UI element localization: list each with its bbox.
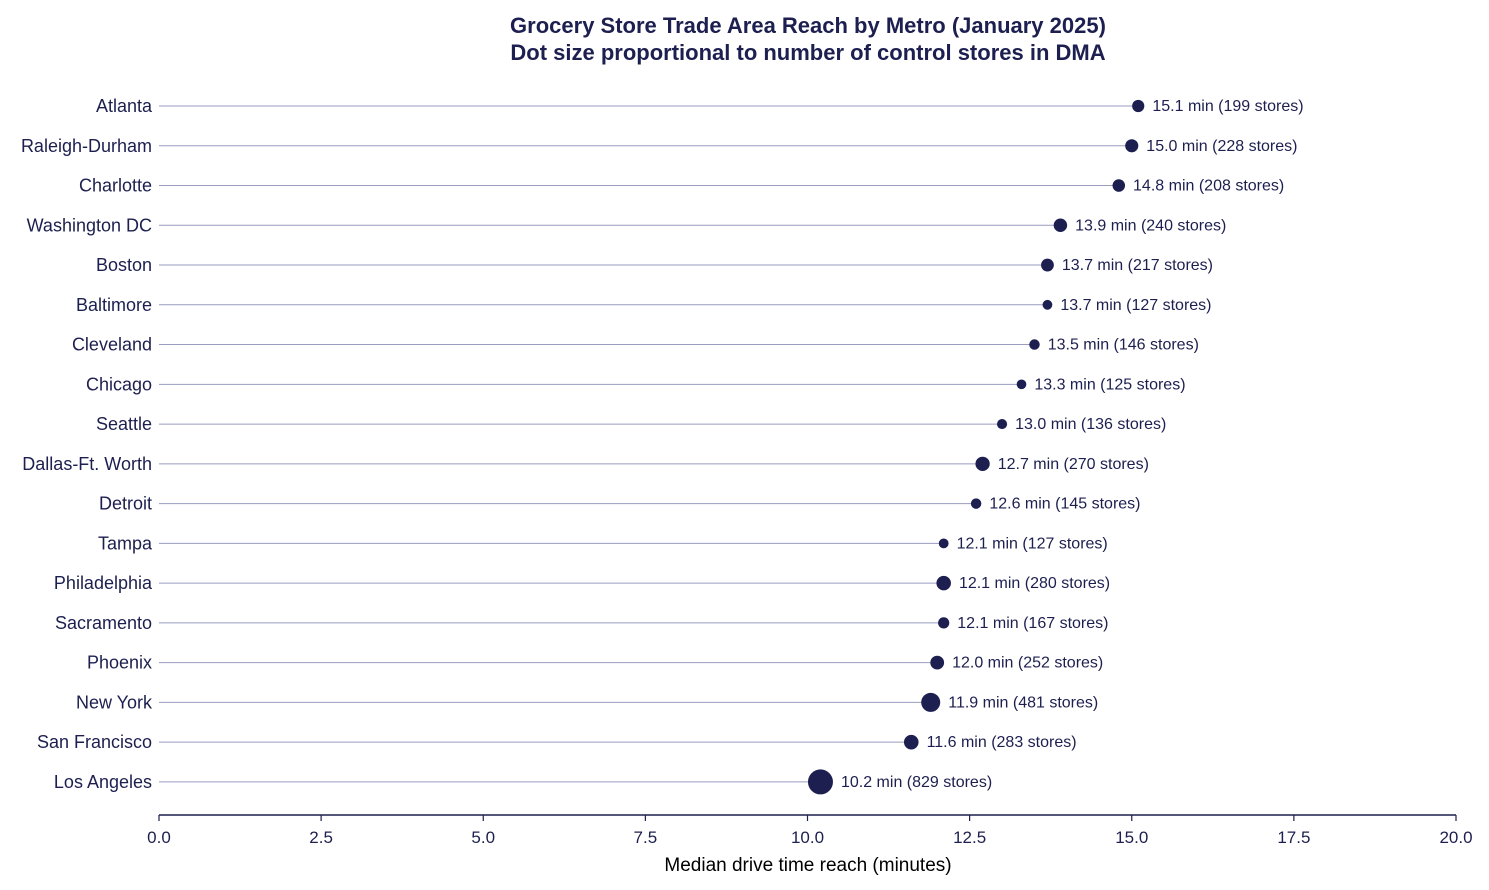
category-label: Los Angeles	[54, 772, 152, 792]
category-label: Washington DC	[27, 215, 152, 235]
value-label: 13.3 min (125 stores)	[1034, 376, 1185, 393]
lollipop-dot	[1132, 99, 1145, 113]
value-label: 12.6 min (145 stores)	[989, 496, 1140, 513]
lollipop-row: Charlotte 14.8 min (208 stores)	[79, 176, 1284, 196]
lollipop-dot	[1053, 218, 1068, 233]
x-tick-label: 20.0	[1439, 828, 1472, 847]
lollipop-row: Chicago 13.3 min (125 stores)	[86, 374, 1186, 394]
value-label: 15.1 min (199 stores)	[1152, 98, 1303, 115]
lollipop-row: Los Angeles 10.2 min (829 stores)	[54, 769, 992, 795]
value-label: 12.1 min (127 stores)	[957, 535, 1108, 552]
value-label: 13.7 min (127 stores)	[1060, 297, 1211, 314]
x-tick-label: 17.5	[1277, 828, 1310, 847]
chart-title-line2: Dot size proportional to number of contr…	[510, 40, 1105, 65]
value-label: 14.8 min (208 stores)	[1133, 178, 1284, 195]
lollipop-dot	[970, 498, 982, 509]
category-label: Tampa	[98, 533, 153, 553]
lollipop-dot	[1029, 339, 1040, 350]
lollipop-row: Boston 13.7 min (217 stores)	[96, 255, 1213, 275]
category-label: Raleigh-Durham	[21, 136, 152, 156]
value-label: 12.1 min (167 stores)	[957, 615, 1108, 632]
value-label: 15.0 min (228 stores)	[1146, 138, 1297, 155]
category-label: New York	[76, 692, 153, 712]
lollipop-row: Cleveland 13.5 min (146 stores)	[72, 335, 1199, 355]
lollipop-dot	[975, 456, 990, 471]
value-label: 12.7 min (270 stores)	[998, 456, 1149, 473]
lollipop-row: Tampa 12.1 min (127 stores)	[98, 533, 1108, 553]
value-label: 12.0 min (252 stores)	[952, 655, 1103, 672]
lollipop-dot	[1125, 139, 1139, 153]
x-tick-label: 7.5	[634, 828, 658, 847]
lollipop-dot	[938, 538, 949, 549]
x-axis-title: Median drive time reach (minutes)	[664, 855, 951, 876]
value-label: 13.0 min (136 stores)	[1015, 416, 1166, 433]
lollipop-dot	[996, 419, 1008, 430]
category-label: Charlotte	[79, 176, 152, 196]
lollipop-row: Phoenix 12.0 min (252 stores)	[87, 653, 1103, 673]
x-tick-label: 12.5	[953, 828, 986, 847]
lollipop-row: Raleigh-Durham 15.0 min (228 stores)	[21, 136, 1298, 156]
lollipop-row: San Francisco 11.6 min (283 stores)	[37, 732, 1077, 752]
x-axis-ticks: 0.0 2.5 5.0 7.5 10.0 12.5 15.0 17.5 20.0	[147, 815, 1473, 847]
category-label: Boston	[96, 255, 152, 275]
lollipop-dot	[807, 769, 833, 795]
category-label: San Francisco	[37, 732, 152, 752]
category-label: Dallas-Ft. Worth	[22, 454, 152, 474]
lollipop-row: Washington DC 13.9 min (240 stores)	[27, 215, 1227, 235]
x-tick-label: 5.0	[471, 828, 495, 847]
category-label: Chicago	[86, 374, 152, 394]
category-label: Atlanta	[96, 96, 153, 116]
value-label: 13.7 min (217 stores)	[1062, 257, 1213, 274]
x-tick-label: 10.0	[791, 828, 824, 847]
category-label: Baltimore	[76, 295, 152, 315]
lollipop-row: Detroit 12.6 min (145 stores)	[99, 494, 1141, 514]
plot-area: Atlanta 15.1 min (199 stores) Raleigh-Durh…	[21, 96, 1304, 795]
category-label: Detroit	[99, 494, 152, 514]
lollipop-dot	[1042, 299, 1053, 310]
chart-title-line1: Grocery Store Trade Area Reach by Metro …	[510, 13, 1106, 38]
lollipop-row: New York 11.9 min (481 stores)	[76, 692, 1098, 712]
lollipop-dot	[1016, 379, 1027, 390]
lollipop-row: Sacramento 12.1 min (167 stores)	[55, 613, 1109, 633]
lollipop-dot	[938, 617, 950, 629]
lollipop-dot	[1041, 258, 1054, 272]
lollipop-dot	[936, 575, 951, 591]
value-label: 12.1 min (280 stores)	[959, 575, 1110, 592]
lollipop-row: Atlanta 15.1 min (199 stores)	[96, 96, 1304, 116]
lollipop-dot	[921, 692, 941, 712]
x-tick-label: 2.5	[309, 828, 333, 847]
lollipop-dot	[1112, 179, 1126, 192]
category-label: Phoenix	[87, 653, 152, 673]
lollipop-row: Seattle 13.0 min (136 stores)	[96, 414, 1166, 434]
category-label: Cleveland	[72, 335, 152, 355]
x-tick-label: 0.0	[147, 828, 171, 847]
category-label: Sacramento	[55, 613, 152, 633]
value-label: 13.9 min (240 stores)	[1075, 217, 1226, 234]
value-label: 13.5 min (146 stores)	[1048, 337, 1199, 354]
lollipop-dot	[930, 655, 945, 670]
category-label: Philadelphia	[54, 573, 153, 593]
lollipop-dot	[903, 734, 919, 750]
lollipop-row: Baltimore 13.7 min (127 stores)	[76, 295, 1212, 315]
value-label: 11.6 min (283 stores)	[927, 734, 1077, 751]
value-label: 10.2 min (829 stores)	[841, 774, 992, 791]
lollipop-row: Philadelphia 12.1 min (280 stores)	[54, 573, 1110, 593]
x-tick-label: 15.0	[1115, 828, 1148, 847]
value-label: 11.9 min (481 stores)	[948, 694, 1098, 711]
lollipop-row: Dallas-Ft. Worth 12.7 min (270 stores)	[22, 454, 1149, 474]
category-label: Seattle	[96, 414, 152, 434]
